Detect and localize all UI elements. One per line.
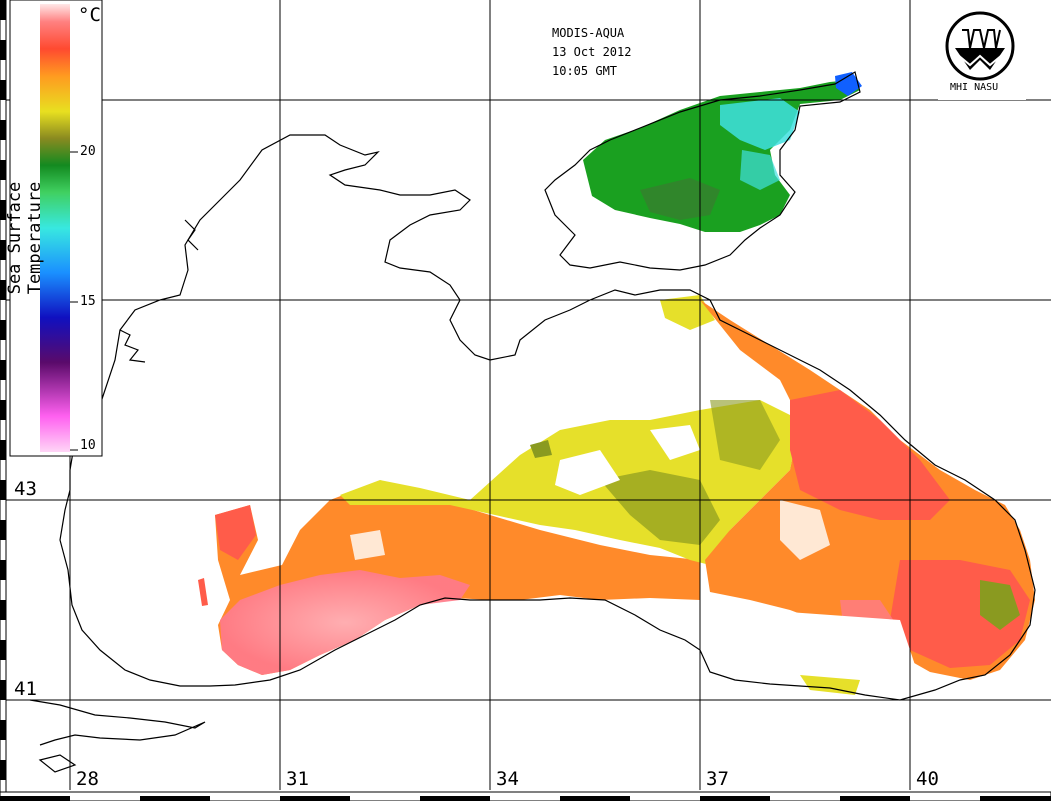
sst-field — [198, 72, 1035, 700]
longitude-label: 40 — [916, 768, 939, 790]
logo-emblem — [945, 11, 1015, 81]
azov-sea-field — [583, 80, 860, 232]
logo-text: MHI NASU — [950, 82, 999, 93]
mhi-logo — [938, 8, 1026, 100]
legend-tick: 10 — [80, 438, 96, 453]
legend-unit: °C — [78, 4, 101, 26]
legend-tick: 15 — [80, 294, 96, 309]
coastline — [29, 71, 1036, 773]
instrument-label: MODIS-AQUA — [552, 26, 625, 40]
longitude-label: 28 — [76, 768, 99, 790]
time-label: 10:05 GMT — [552, 64, 618, 78]
legend — [9, 0, 103, 457]
date-label: 13 Oct 2012 — [552, 45, 632, 59]
longitude-label: 31 — [286, 768, 309, 790]
legend-tick: 20 — [80, 144, 96, 159]
latitude-label: 43 — [14, 478, 37, 500]
latitude-label: 41 — [14, 678, 37, 700]
longitude-label: 34 — [496, 768, 519, 790]
legend-title: Sea Surface Temperature — [5, 181, 45, 295]
legend-colorbar — [40, 4, 70, 452]
longitude-label: 37 — [706, 768, 729, 790]
